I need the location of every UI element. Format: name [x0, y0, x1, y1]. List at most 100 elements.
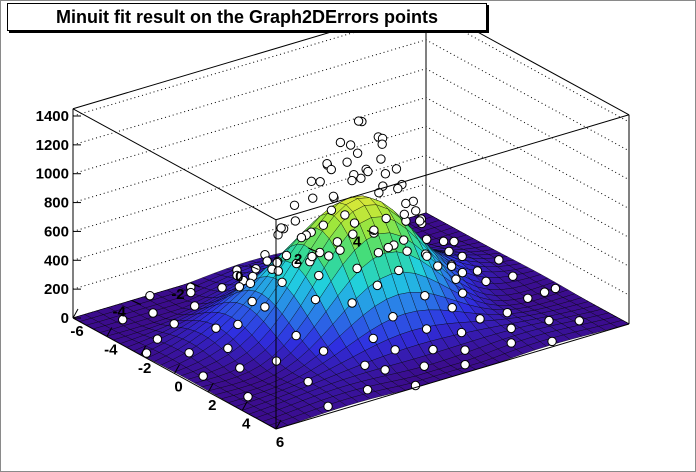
data-point [347, 175, 357, 186]
data-point [447, 303, 457, 313]
data-point [141, 348, 152, 358]
x-tick [106, 327, 113, 337]
data-point [481, 276, 491, 287]
y-tick [366, 230, 377, 235]
data-point [296, 232, 307, 243]
data-point [353, 116, 364, 126]
data-point [550, 283, 561, 294]
data-point [148, 308, 158, 318]
data-point [457, 288, 468, 298]
data-point [506, 338, 516, 348]
data-point [388, 312, 398, 322]
y-tick-label: 2 [294, 251, 302, 268]
data-point [446, 261, 457, 272]
z-gridline [72, 68, 630, 181]
data-point [145, 290, 155, 301]
data-point [380, 169, 391, 179]
x-tick-label: -2 [138, 360, 151, 377]
data-point [291, 330, 301, 341]
x-tick-label: -6 [70, 323, 83, 340]
data-point [472, 266, 483, 276]
data-point [539, 287, 550, 297]
data-point [328, 191, 339, 201]
data-point [243, 392, 253, 402]
data-point [217, 283, 227, 293]
data-point [363, 166, 373, 177]
data-point [315, 247, 325, 258]
y-tick-label: -2 [171, 286, 184, 303]
z-gridline [72, 125, 630, 238]
data-point [352, 148, 363, 158]
data-point [308, 193, 318, 203]
data-point [393, 183, 403, 194]
data-point [335, 245, 345, 255]
data-point [310, 294, 321, 305]
data-point [457, 251, 467, 262]
data-point [186, 287, 196, 298]
z-tick-label: 1200 [36, 137, 69, 154]
data-point [390, 345, 400, 355]
data-point [544, 315, 554, 326]
z-gridline [72, 183, 630, 296]
z-gridline [72, 39, 630, 152]
data-point [451, 274, 461, 284]
x-tick-label: 2 [208, 397, 216, 414]
data-point [332, 237, 343, 247]
data-point [340, 210, 350, 220]
data-point [506, 323, 516, 334]
data-point [347, 298, 357, 308]
data-point [547, 336, 557, 347]
data-point [169, 319, 179, 329]
data-point [247, 296, 257, 307]
data-point [419, 361, 429, 371]
data-point [574, 316, 584, 326]
data-point [335, 137, 346, 148]
data-point [272, 257, 282, 268]
data-point [281, 250, 292, 261]
data-point [444, 246, 454, 257]
data-point [377, 139, 387, 149]
data-point [118, 314, 128, 325]
chart-title: Minuit fit result on the Graph2DErrors p… [7, 3, 487, 31]
data-point [318, 346, 329, 356]
x-tick [275, 419, 282, 430]
x-tick [174, 364, 180, 374]
data-point [374, 188, 384, 198]
data-point [233, 319, 243, 330]
data-point [475, 314, 485, 324]
y-tick-label: -4 [112, 304, 126, 321]
data-point [411, 206, 421, 216]
x-tick [241, 401, 248, 411]
y-tick-label: 0 [235, 269, 243, 286]
data-point [190, 301, 200, 311]
bottom-right-edge [275, 323, 630, 430]
data-point [318, 220, 329, 230]
data-point [307, 251, 317, 262]
data-point [303, 376, 313, 387]
data-point [449, 236, 459, 247]
data-point [508, 271, 518, 281]
data-point [523, 293, 533, 303]
z-axis-ticks: 0 200 400 600 800 1000 1200 1400 [36, 108, 81, 327]
data-point [232, 270, 242, 281]
data-point [410, 380, 421, 391]
data-point [383, 242, 393, 253]
data-point [184, 348, 194, 358]
data-point [372, 280, 383, 291]
data-point [277, 277, 287, 288]
data-point [420, 291, 430, 301]
data-point [456, 327, 467, 338]
x-tick [140, 345, 147, 356]
x-tick-label: -4 [104, 342, 118, 359]
data-point [362, 385, 373, 395]
data-point [234, 282, 245, 292]
data-point [326, 205, 337, 215]
data-point [457, 267, 468, 278]
data-point [360, 360, 370, 370]
top-right-edge [275, 114, 630, 221]
data-point [391, 164, 402, 174]
data-point [428, 344, 438, 355]
x-tick [207, 382, 214, 393]
data-point [402, 246, 412, 256]
